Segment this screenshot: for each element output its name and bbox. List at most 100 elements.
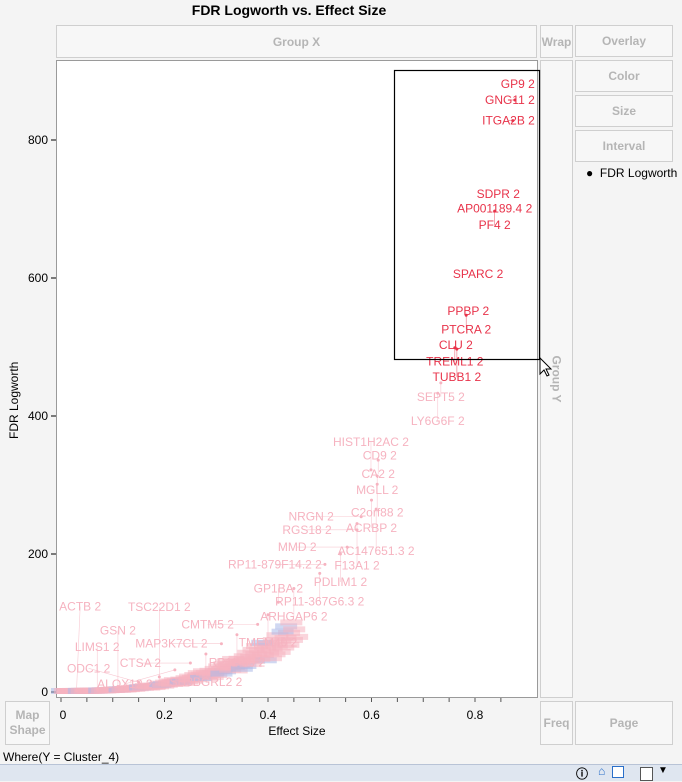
point-label[interactable]: NRGN 2 xyxy=(288,510,334,524)
point-label[interactable]: TUBB1 2 xyxy=(433,370,482,384)
point-label[interactable]: TREML1 2 xyxy=(426,355,484,369)
point-label[interactable]: C2orf88 2 xyxy=(351,505,404,519)
wrap-zone[interactable]: Wrap xyxy=(540,25,573,58)
point-label[interactable]: F13A1 2 xyxy=(334,559,380,573)
point-marker[interactable] xyxy=(318,571,322,575)
point-marker[interactable] xyxy=(436,391,440,395)
point-marker[interactable] xyxy=(355,522,359,526)
data-point[interactable] xyxy=(233,653,256,660)
size-zone[interactable]: Size xyxy=(575,95,673,127)
point-label[interactable]: AC147651.3 2 xyxy=(338,544,415,558)
interval-zone[interactable]: Interval xyxy=(575,130,673,162)
color-zone[interactable]: Color xyxy=(575,60,673,92)
map-shape-zone[interactable]: Map Shape xyxy=(5,701,50,745)
data-point[interactable] xyxy=(230,665,253,672)
freq-zone[interactable]: Freq xyxy=(540,701,573,745)
data-point[interactable] xyxy=(283,626,306,633)
point-label[interactable]: GSN 2 xyxy=(100,623,136,637)
checkbox[interactable] xyxy=(640,767,653,781)
group-y-zone[interactable]: Group Y xyxy=(540,60,573,698)
point-marker[interactable] xyxy=(338,552,342,556)
data-point[interactable] xyxy=(280,619,303,626)
point-label[interactable]: ODC1 2 xyxy=(67,661,111,675)
point-label[interactable]: PF4 2 xyxy=(479,218,511,232)
plot-area[interactable] xyxy=(56,60,538,698)
point-label[interactable]: AP001189.4 2 xyxy=(457,201,533,215)
data-point[interactable] xyxy=(259,655,282,662)
point-label[interactable]: PPBP 2 xyxy=(447,304,489,318)
point-label[interactable]: CTSA 2 xyxy=(120,656,162,670)
page-zone[interactable]: Page xyxy=(575,701,673,745)
point-marker[interactable] xyxy=(256,622,260,626)
point-marker[interactable] xyxy=(345,545,349,549)
point-label[interactable]: TSC22D1 2 xyxy=(128,600,191,614)
point-label[interactable]: CLU 2 xyxy=(439,338,473,352)
point-marker[interactable] xyxy=(375,482,379,486)
point-marker[interactable] xyxy=(219,642,223,646)
point-label[interactable]: RP11-80 2 xyxy=(209,656,266,670)
point-marker[interactable] xyxy=(204,652,208,656)
data-point[interactable] xyxy=(227,662,250,669)
data-point[interactable] xyxy=(248,655,271,662)
data-point[interactable] xyxy=(190,674,213,681)
group-x-zone[interactable]: Group X xyxy=(56,25,537,58)
point-label[interactable]: ACTB 2 xyxy=(59,600,101,614)
legend[interactable]: ● FDR Logworth xyxy=(586,166,677,180)
overlay-zone[interactable]: Overlay xyxy=(575,25,673,57)
point-marker[interactable] xyxy=(276,600,280,604)
data-point[interactable] xyxy=(251,639,274,646)
point-label[interactable]: PTCRA 2 xyxy=(441,322,491,336)
point-label[interactable]: MMD 2 xyxy=(278,540,317,554)
point-label[interactable]: GP9 2 xyxy=(501,77,535,91)
point-label[interactable]: TMEM40 2 xyxy=(239,636,298,650)
point-label[interactable]: LY6G6F 2 xyxy=(411,414,465,428)
point-marker[interactable] xyxy=(173,668,177,672)
selection-rectangle[interactable] xyxy=(393,69,541,361)
point-marker[interactable] xyxy=(355,528,359,532)
dropdown-arrow-icon[interactable]: ▼ xyxy=(658,765,668,776)
point-label[interactable]: RP11-879F14.2 2 xyxy=(228,557,322,571)
point-label[interactable]: GNG11 2 xyxy=(485,93,535,107)
point-label[interactable]: SPARC 2 xyxy=(453,267,504,281)
data-point[interactable] xyxy=(277,641,300,648)
data-point[interactable] xyxy=(254,644,277,651)
point-marker[interactable] xyxy=(75,689,79,693)
point-marker[interactable] xyxy=(513,98,517,102)
point-marker[interactable] xyxy=(439,381,443,385)
point-marker[interactable] xyxy=(464,313,468,317)
point-label[interactable]: HIST1H2AC 2 xyxy=(333,435,409,449)
point-marker[interactable] xyxy=(511,119,515,123)
data-point[interactable] xyxy=(286,633,309,640)
point-label[interactable]: ITGA2B 2 xyxy=(482,114,535,128)
point-marker[interactable] xyxy=(323,562,327,566)
point-label[interactable]: LIMS1 2 xyxy=(75,640,120,654)
point-label[interactable]: PDLIM1 2 xyxy=(314,575,368,589)
point-label[interactable]: MGLL 2 xyxy=(356,483,399,497)
data-point[interactable] xyxy=(219,666,242,673)
point-marker[interactable] xyxy=(493,209,497,213)
data-point[interactable] xyxy=(245,651,268,658)
data-point[interactable] xyxy=(225,658,248,665)
point-label[interactable]: CMTM5 2 xyxy=(181,617,234,631)
table-icon[interactable] xyxy=(612,766,624,778)
point-label[interactable]: CA2 2 xyxy=(362,467,396,481)
point-marker[interactable] xyxy=(455,347,459,351)
data-point[interactable] xyxy=(257,649,280,656)
data-point[interactable] xyxy=(274,634,297,641)
data-point[interactable] xyxy=(242,646,265,653)
point-label[interactable]: SDPR 2 xyxy=(477,187,521,201)
point-label[interactable]: RGS18 2 xyxy=(282,523,332,537)
data-point[interactable] xyxy=(262,637,285,644)
point-marker[interactable] xyxy=(266,613,270,617)
data-point[interactable] xyxy=(268,648,291,655)
point-label[interactable]: GP1BA 2 xyxy=(254,581,304,595)
point-marker[interactable] xyxy=(188,661,192,665)
point-marker[interactable] xyxy=(292,587,296,590)
point-label[interactable]: ALOX12 2 xyxy=(97,677,153,691)
data-point[interactable] xyxy=(210,670,233,677)
point-marker[interactable] xyxy=(375,474,379,478)
data-point[interactable] xyxy=(239,661,262,668)
point-label[interactable]: ACRBP 2 xyxy=(346,521,397,535)
point-label[interactable]: MAP3K7CL 2 xyxy=(135,637,208,651)
